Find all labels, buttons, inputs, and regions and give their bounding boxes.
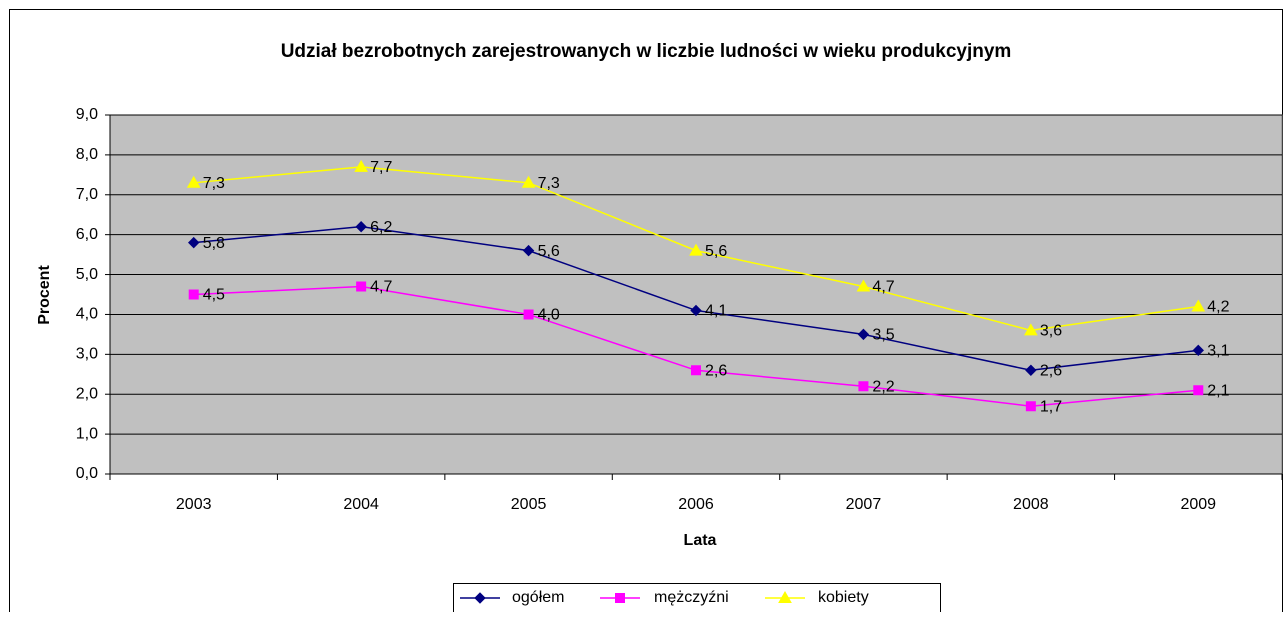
y-tick-label: 6,0 xyxy=(76,226,98,243)
x-tick-label: 2008 xyxy=(1013,496,1049,513)
legend-marker xyxy=(615,593,625,603)
data-point xyxy=(1192,344,1204,357)
legend-label: mężczyźni xyxy=(654,589,729,606)
data-label: 3,5 xyxy=(872,327,894,344)
data-point xyxy=(1023,323,1038,336)
data-label: 4,7 xyxy=(370,279,392,296)
data-label: 2,6 xyxy=(705,363,727,380)
data-label: 5,6 xyxy=(705,243,727,260)
x-tick-label: 2003 xyxy=(176,496,212,513)
data-label: 4,1 xyxy=(705,303,727,320)
data-point xyxy=(186,175,201,188)
plot-area xyxy=(109,114,1283,475)
data-label: 5,6 xyxy=(538,243,560,260)
y-tick-label: 1,0 xyxy=(76,425,98,442)
data-point xyxy=(355,220,367,233)
data-point xyxy=(354,159,369,172)
legend-marker xyxy=(778,590,792,603)
data-point xyxy=(356,281,367,292)
data-point xyxy=(690,304,702,317)
data-point xyxy=(521,175,536,188)
y-tick-label: 9,0 xyxy=(76,106,98,123)
data-label: 7,3 xyxy=(538,175,560,192)
data-label: 3,6 xyxy=(1040,323,1062,340)
data-point xyxy=(1025,364,1037,376)
data-label: 4,7 xyxy=(872,279,894,296)
legend-box xyxy=(453,583,941,614)
x-tick-label: 2004 xyxy=(343,496,379,513)
chart-title: Udział bezrobotnych zarejestrowanych w l… xyxy=(281,41,1012,62)
y-tick-label: 7,0 xyxy=(76,186,98,203)
data-point xyxy=(857,328,870,341)
data-point xyxy=(856,279,871,292)
legend-label: kobiety xyxy=(818,589,869,606)
data-point xyxy=(858,381,869,392)
data-point xyxy=(691,365,701,376)
data-point xyxy=(522,244,535,257)
data-point xyxy=(1025,401,1036,412)
data-point xyxy=(188,289,199,300)
data-label: 1,7 xyxy=(1040,398,1062,415)
x-tick-label: 2005 xyxy=(511,496,547,513)
data-point xyxy=(523,309,534,320)
data-point xyxy=(689,243,703,256)
legend-label: ogółem xyxy=(512,589,564,606)
data-label: 3,1 xyxy=(1207,343,1229,360)
x-tick-label: 2009 xyxy=(1180,496,1216,513)
y-tick-label: 0,0 xyxy=(76,465,98,482)
data-label: 7,3 xyxy=(203,175,225,192)
x-axis-label: Lata xyxy=(684,532,717,549)
data-label: 4,5 xyxy=(203,287,225,304)
data-label: 5,8 xyxy=(203,235,225,252)
data-label: 6,2 xyxy=(370,219,392,236)
x-tick-label: 2006 xyxy=(678,496,714,513)
data-label: 2,1 xyxy=(1207,382,1229,399)
y-tick-label: 4,0 xyxy=(76,306,98,323)
data-point xyxy=(188,236,200,249)
y-axis-label: Procent xyxy=(36,265,53,325)
x-tick-label: 2007 xyxy=(846,496,882,513)
data-point xyxy=(1191,299,1206,312)
data-point xyxy=(1193,385,1204,396)
y-tick-label: 2,0 xyxy=(76,385,98,402)
y-tick-label: 3,0 xyxy=(76,346,98,363)
data-label: 2,2 xyxy=(872,378,894,395)
data-label: 4,0 xyxy=(538,307,560,324)
y-tick-label: 5,0 xyxy=(76,266,98,283)
data-label: 7,7 xyxy=(370,159,392,176)
legend-marker xyxy=(474,592,486,604)
data-label: 2,6 xyxy=(1040,363,1062,380)
y-tick-label: 8,0 xyxy=(76,146,98,163)
data-label: 4,2 xyxy=(1207,299,1229,316)
